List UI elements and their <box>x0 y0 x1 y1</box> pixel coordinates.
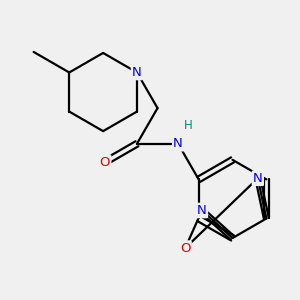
Text: O: O <box>100 156 110 169</box>
Text: N: N <box>253 172 263 185</box>
Text: O: O <box>180 242 190 255</box>
Text: H: H <box>184 119 193 132</box>
Text: N: N <box>197 204 207 217</box>
Text: N: N <box>132 66 142 79</box>
Text: N: N <box>173 137 183 150</box>
